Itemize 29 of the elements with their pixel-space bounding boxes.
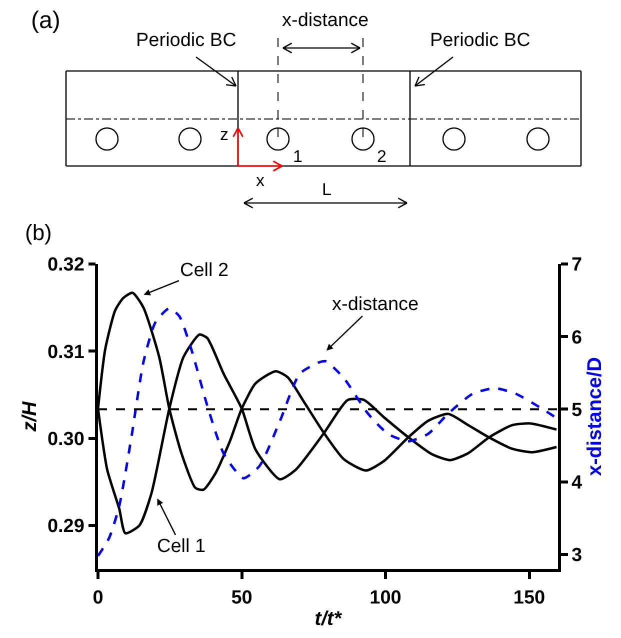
x-tick-label: 100 (370, 588, 402, 609)
text: Periodic BC (430, 30, 530, 51)
y2-tick-label: 4 (572, 472, 583, 494)
text: z (220, 125, 228, 144)
text: (a) (31, 7, 60, 34)
text: Periodic BC (136, 30, 236, 51)
y-tick-label: 0.31 (47, 342, 85, 363)
y2-tick-label: 6 (572, 327, 582, 348)
y-tick-label: 0.29 (47, 516, 84, 538)
y-tick-label: 0.30 (47, 428, 84, 450)
text: x-distance (282, 10, 369, 31)
text: 2 (377, 147, 386, 166)
y2-tick-label: 7 (572, 254, 582, 276)
x-axis-title: t/t* (314, 608, 343, 630)
annotation: Cell 1 (157, 536, 206, 557)
annotation: x-distance (332, 294, 419, 315)
x-tick-label: 0 (92, 588, 104, 609)
x-tick-label: 50 (231, 588, 252, 609)
y2-tick-label: 3 (572, 545, 582, 566)
text: (b) (25, 220, 52, 245)
x-tick-label: 150 (513, 588, 546, 609)
y2-axis-title: x-distance/D (584, 357, 606, 476)
y-tick-label: 0.32 (47, 254, 84, 276)
y-axis-title: z/H (18, 400, 41, 432)
text: 1 (293, 147, 302, 166)
annotation: Cell 2 (180, 260, 229, 281)
text: x (256, 171, 265, 190)
y2-tick-label: 5 (572, 400, 583, 421)
text: L (322, 180, 332, 199)
